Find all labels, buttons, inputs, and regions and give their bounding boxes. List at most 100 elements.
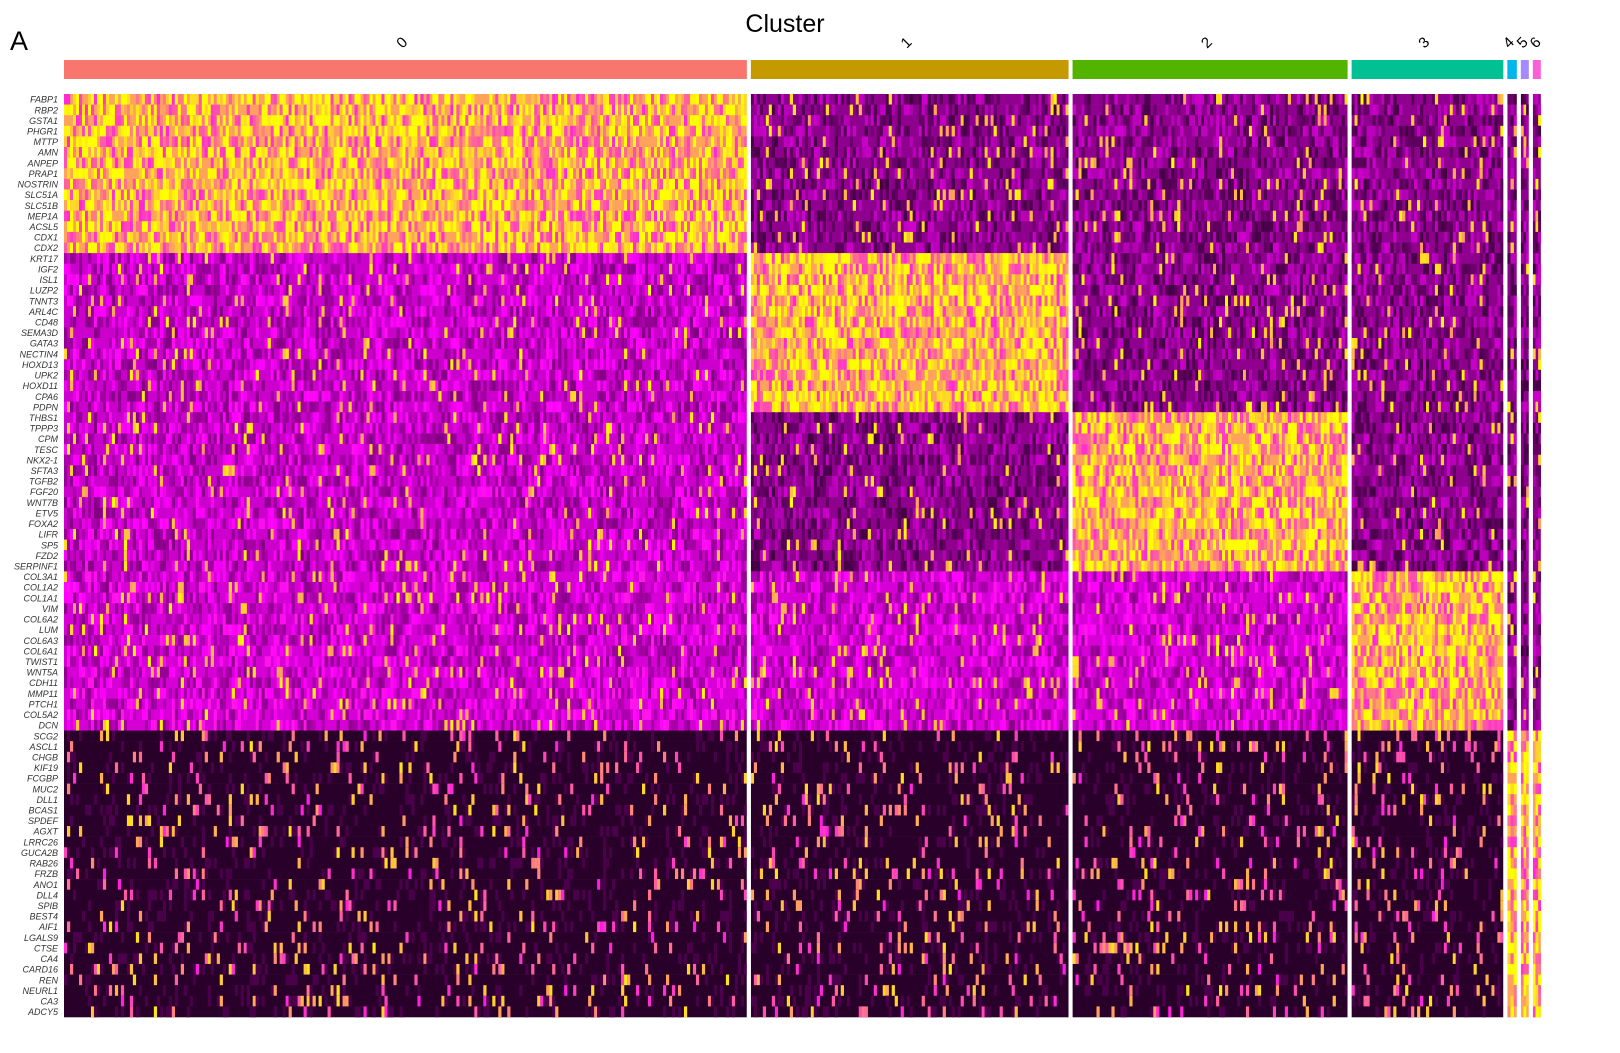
heat-cell <box>168 316 173 328</box>
heat-cell <box>162 380 167 392</box>
heat-cell <box>486 189 490 201</box>
heat-cell <box>591 274 595 286</box>
heat-cell <box>315 369 319 381</box>
heat-cell <box>591 284 595 296</box>
heat-cell <box>306 125 310 137</box>
heat-cell <box>549 284 553 296</box>
heat-cell <box>93 210 98 222</box>
heat-cell <box>159 210 164 222</box>
heat-cell <box>234 391 238 402</box>
heat-cell <box>516 274 520 286</box>
heat-cell <box>624 200 628 212</box>
heat-cell <box>567 168 571 180</box>
heat-cell <box>345 253 349 265</box>
heat-cell <box>588 412 592 424</box>
heat-cell <box>438 94 442 105</box>
heat-cell <box>354 359 358 371</box>
heat-cell <box>630 263 634 275</box>
heat-cell <box>162 274 167 286</box>
heat-cell <box>87 136 92 148</box>
heat-cell <box>513 306 517 318</box>
heat-cell <box>588 115 592 127</box>
heat-cell <box>138 316 143 328</box>
heat-cell <box>162 253 167 265</box>
heat-cell <box>441 263 445 275</box>
heat-cell <box>680 348 685 360</box>
heat-cell <box>674 327 679 339</box>
heat-cell <box>186 316 190 328</box>
heat-cell <box>207 274 211 286</box>
heat-cell <box>588 338 592 349</box>
heat-cell <box>219 316 223 328</box>
heat-cell <box>348 115 352 127</box>
heat-cell <box>348 178 352 190</box>
heat-cell <box>312 338 316 349</box>
heat-cell <box>594 295 598 307</box>
heat-cell <box>648 295 652 307</box>
heat-cell <box>126 210 131 222</box>
heat-cell <box>707 115 712 127</box>
heat-cell <box>561 306 565 318</box>
heat-cell <box>372 136 376 148</box>
heat-cell <box>680 253 685 265</box>
heat-cell <box>276 168 280 180</box>
heat-cell <box>105 136 110 148</box>
heat-cell <box>87 369 92 381</box>
heat-cell <box>282 157 286 169</box>
heat-cell <box>558 178 562 190</box>
heat-cell <box>423 274 427 286</box>
heat-cell <box>270 189 274 201</box>
heat-cell <box>668 274 673 286</box>
heat-cell <box>480 221 484 233</box>
heat-cell <box>189 369 193 381</box>
heat-cell <box>615 380 619 392</box>
heat-cell <box>282 369 286 381</box>
heat-cell <box>453 263 457 275</box>
heat-cell <box>366 210 370 222</box>
heat-cell <box>336 359 340 371</box>
heat-cell <box>165 115 170 127</box>
heat-cell <box>534 316 538 328</box>
heat-cell <box>486 242 490 254</box>
heat-cell <box>588 94 592 105</box>
heat-cell <box>216 359 220 371</box>
heat-cell <box>147 210 152 222</box>
heat-cell <box>261 221 265 233</box>
heat-cell <box>710 189 715 201</box>
heat-cell <box>456 284 460 296</box>
heat-cell <box>222 94 226 105</box>
heat-cell <box>390 200 394 212</box>
heat-cell <box>450 189 454 201</box>
heat-cell <box>704 369 709 381</box>
heat-cell <box>144 284 149 296</box>
heat-cell <box>432 338 436 349</box>
heat-cell <box>309 231 313 243</box>
heat-cell <box>108 115 113 127</box>
heat-cell <box>417 359 421 371</box>
heat-cell <box>405 157 409 169</box>
heat-cell <box>468 253 472 265</box>
heat-cell <box>674 391 679 402</box>
heat-cell <box>249 189 253 201</box>
heat-cell <box>603 189 607 201</box>
heat-cell <box>516 115 520 127</box>
heat-cell <box>222 125 226 137</box>
heat-cell <box>243 401 247 413</box>
heat-cell <box>243 178 247 190</box>
heat-cell <box>282 147 286 158</box>
heat-cell <box>540 327 544 339</box>
heat-cell <box>513 200 517 212</box>
heat-cell <box>662 94 667 105</box>
heat-cell <box>411 348 415 360</box>
heat-cell <box>306 115 310 127</box>
heat-cell <box>399 115 403 127</box>
heat-cell <box>153 136 158 148</box>
heat-cell <box>288 157 292 169</box>
heat-cell <box>558 306 562 318</box>
heat-cell <box>597 412 601 424</box>
heat-cell <box>606 104 610 116</box>
heat-cell <box>731 136 736 148</box>
heat-cell <box>64 104 68 116</box>
heat-cell <box>312 115 316 127</box>
heat-cell <box>309 115 313 127</box>
